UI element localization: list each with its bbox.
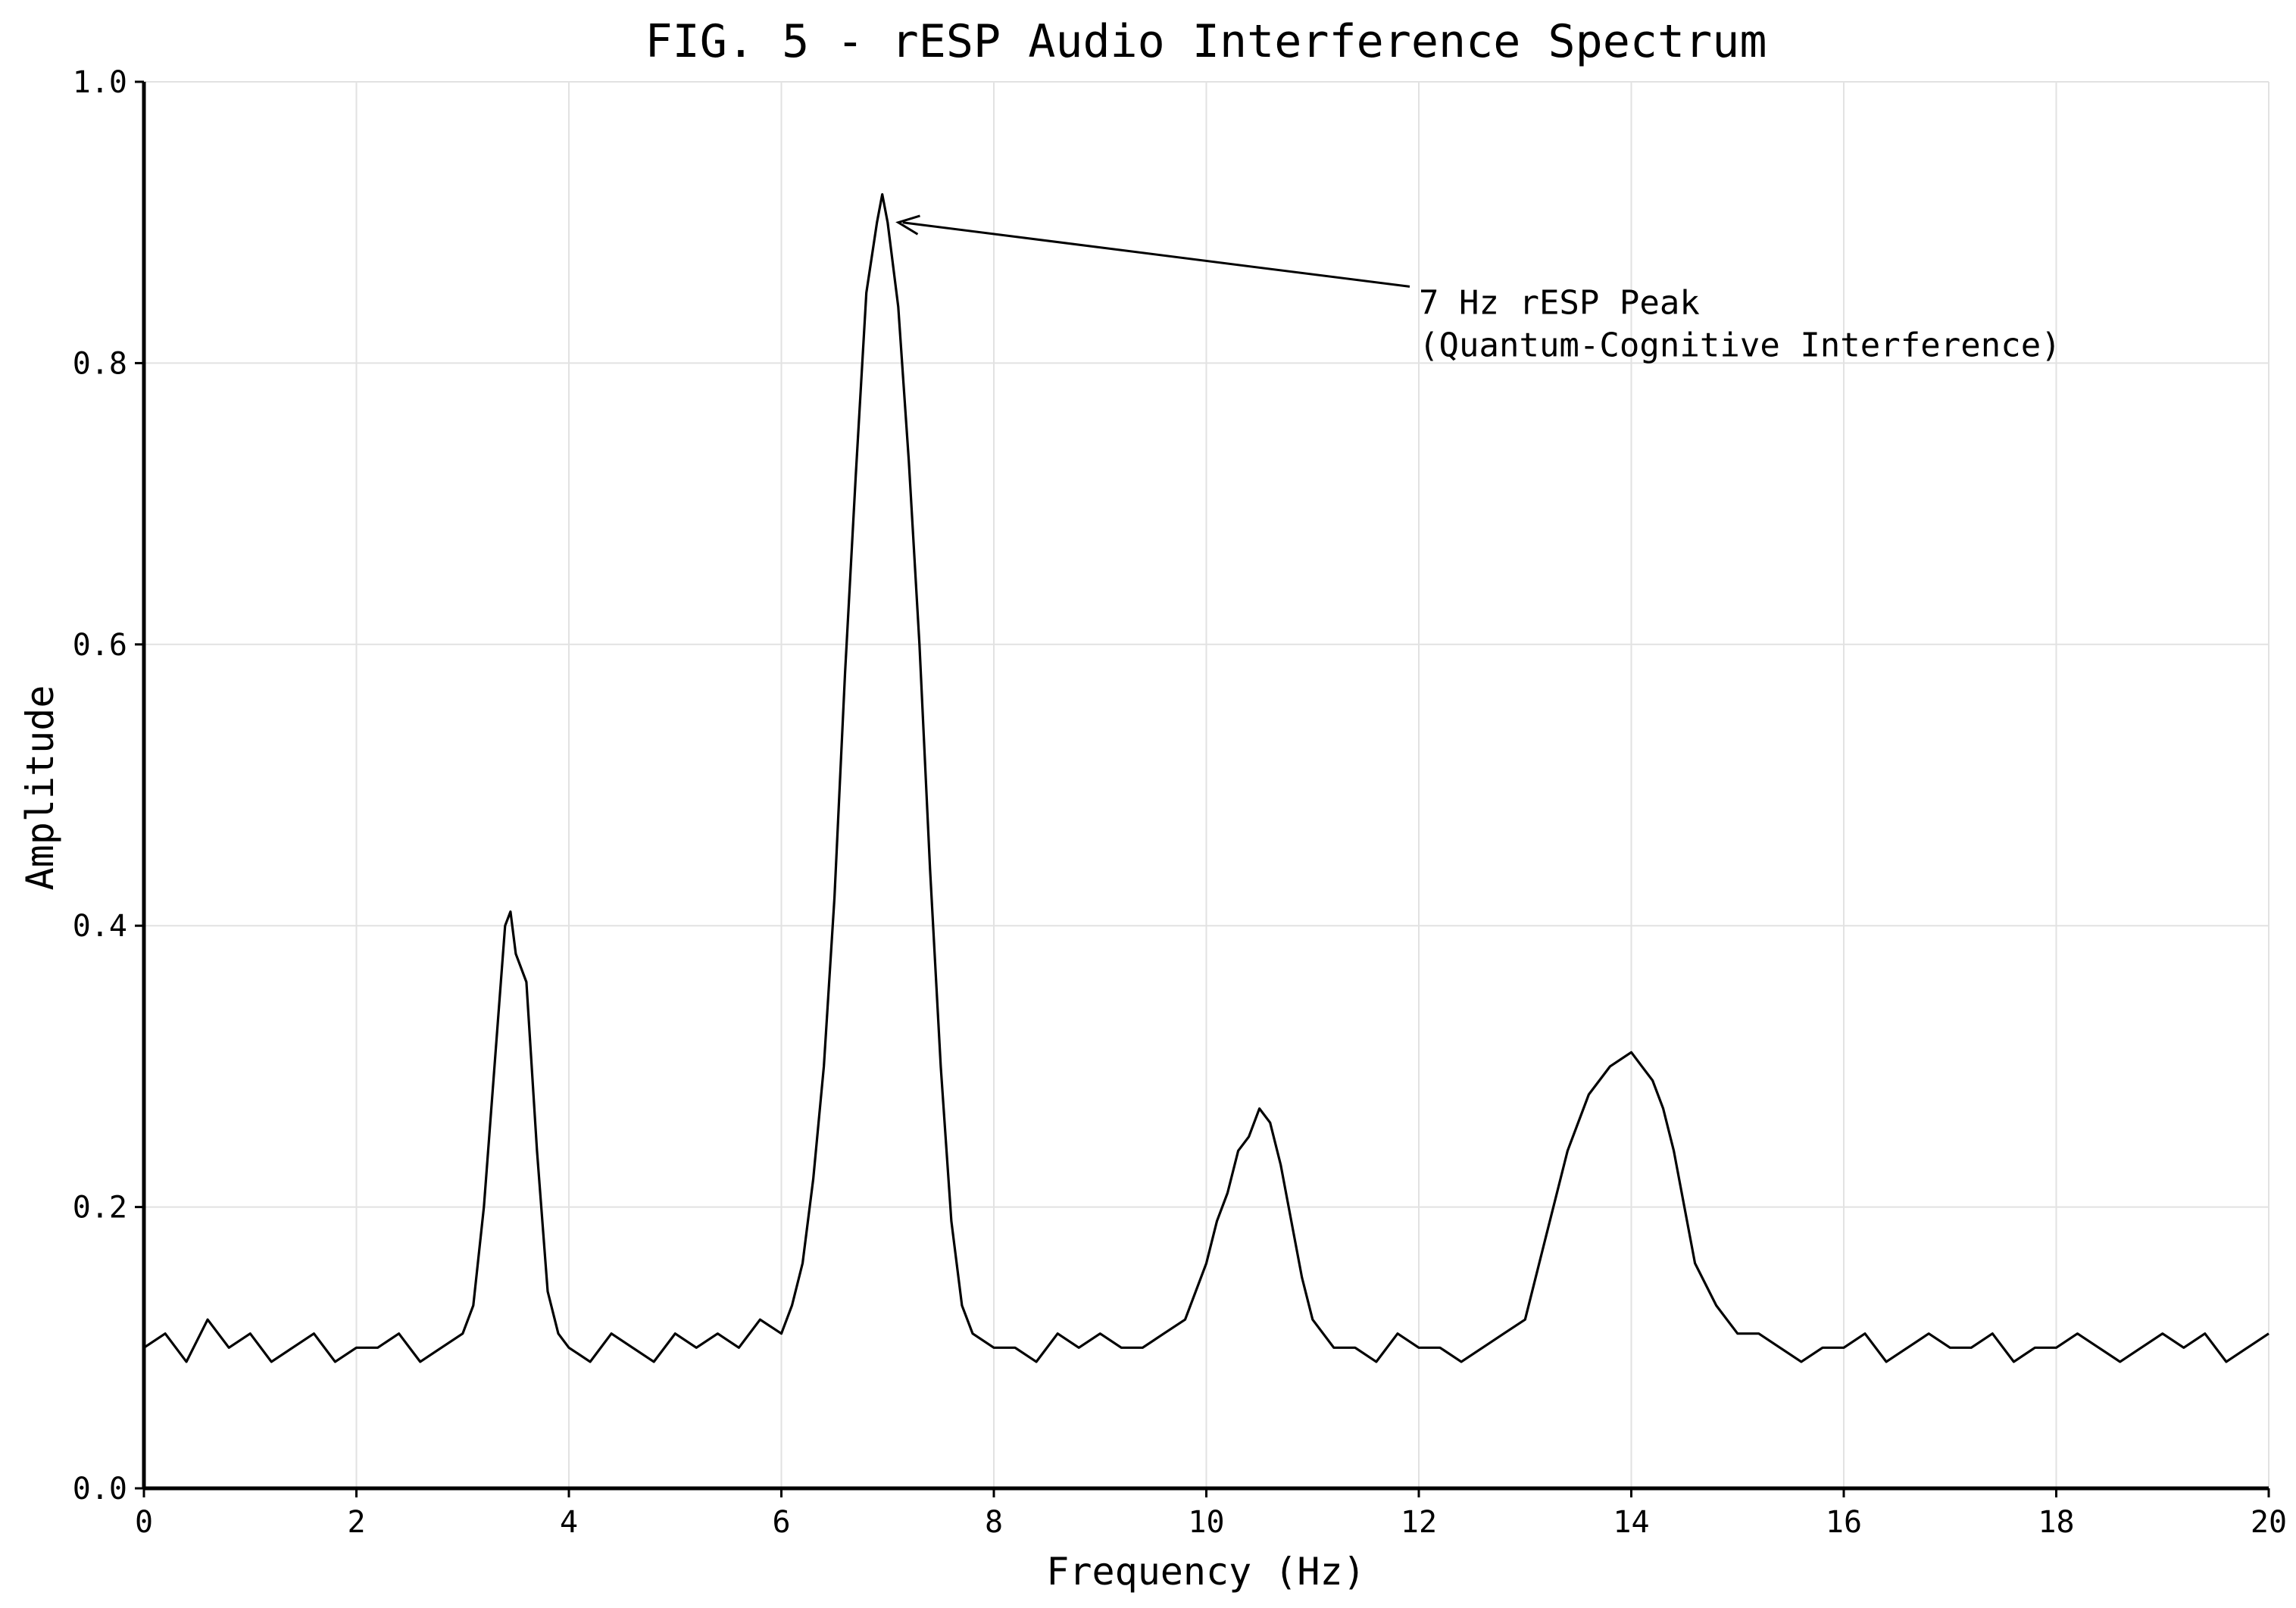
- annotation-text: (Quantum-Cognitive Interference): [1419, 326, 2061, 364]
- x-tick-label: 10: [1188, 1505, 1224, 1540]
- x-tick-label: 8: [985, 1505, 1003, 1540]
- annotation-layer: 7 Hz rESP Peak (Quantum-Cognitive Interfe…: [898, 216, 2061, 364]
- y-tick-label: 0.0: [73, 1472, 127, 1507]
- y-tick-label: 0.8: [73, 346, 127, 381]
- y-tick-label: 0.6: [73, 628, 127, 663]
- x-tick-label: 16: [1826, 1505, 1862, 1540]
- y-tick-label: 0.2: [73, 1191, 127, 1226]
- y-axis-label: Amplitude: [18, 685, 62, 891]
- y-tick-label: 1.0: [73, 65, 127, 100]
- x-tick-label: 12: [1401, 1505, 1437, 1540]
- ticks-layer: 0 2 4 6 8 10 12 14 16 18 20 0.0 0.2 0.4 0.6 0.8 1.0: [73, 65, 2287, 1540]
- x-tick-label: 18: [2038, 1505, 2074, 1540]
- x-tick-label: 4: [560, 1505, 578, 1540]
- x-tick-label: 0: [135, 1505, 153, 1540]
- x-tick-label: 6: [772, 1505, 790, 1540]
- annotation-text: 7 Hz rESP Peak: [1419, 283, 1700, 322]
- x-axis-label: Frequency (Hz): [1046, 1550, 1365, 1594]
- grid-layer: [144, 82, 2269, 1488]
- y-tick-label: 0.4: [73, 909, 127, 944]
- x-tick-label: 2: [347, 1505, 365, 1540]
- annotation-arrow-line: [903, 223, 1410, 287]
- x-tick-label: 20: [2251, 1505, 2287, 1540]
- chart-title: FIG. 5 - rESP Audio Interference Spectru…: [645, 15, 1767, 68]
- x-tick-label: 14: [1613, 1505, 1649, 1540]
